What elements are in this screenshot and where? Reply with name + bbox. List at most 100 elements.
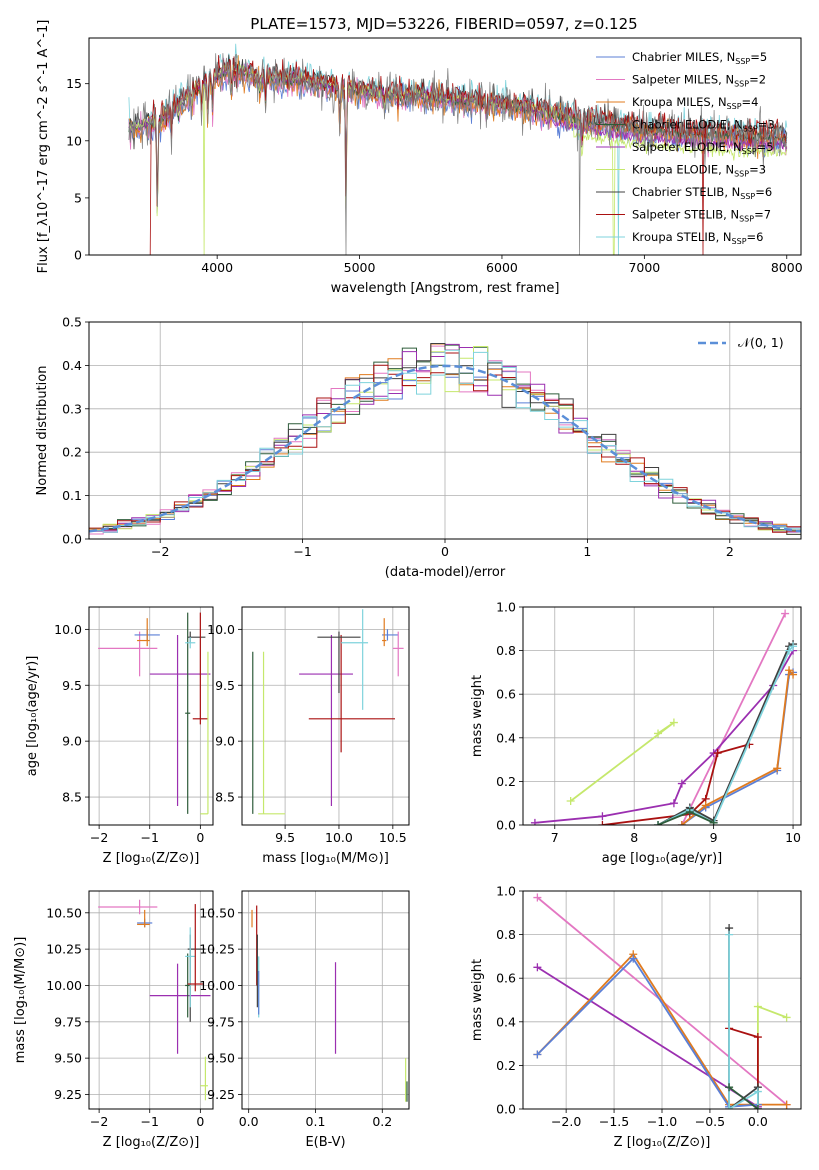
mass-weight-marker bbox=[566, 797, 575, 806]
legend-label: Salpeter MILES, NSSP=2 bbox=[632, 73, 766, 89]
mass-weight-marker bbox=[677, 779, 686, 788]
mass-weight-line bbox=[728, 928, 759, 1109]
y-tick-label: 10 bbox=[66, 133, 82, 148]
x-tick-label: −1.0 bbox=[647, 1114, 677, 1129]
y-tick-label: 0.0 bbox=[62, 532, 82, 547]
y-tick-label: 8.5 bbox=[62, 790, 82, 805]
y-tick-label: 0.6 bbox=[496, 687, 516, 702]
mass-weight-marker bbox=[753, 1105, 762, 1109]
y-tick-label: 0.1 bbox=[62, 488, 82, 503]
x-tick-label: 0.1 bbox=[306, 1114, 326, 1129]
x-tick-label: −1 bbox=[141, 1114, 159, 1129]
y-tick-label: 9.50 bbox=[54, 1051, 82, 1066]
legend-label: 𝒩(0, 1) bbox=[738, 335, 784, 350]
legend-label: Kroupa STELIB, NSSP=6 bbox=[632, 230, 763, 246]
y-tick-label: 9.5 bbox=[215, 678, 235, 693]
y-tick-label: 0.4 bbox=[496, 1014, 516, 1029]
plot-area bbox=[98, 899, 211, 1101]
x-axis-label: E(B-V) bbox=[305, 1135, 345, 1150]
x-tick-label: 8 bbox=[630, 830, 638, 845]
mass-weight-marker bbox=[753, 1087, 762, 1096]
y-axis-label: age [log₁₀(age/yr)] bbox=[25, 656, 40, 777]
x-tick-label: −2 bbox=[90, 1114, 108, 1129]
mass-weight-line bbox=[728, 1086, 759, 1109]
panel-residuals: −2 −1 0 1 2 0.0 0.1 0.2 0.3 0.4 0.5 (data-model)/er… bbox=[35, 315, 802, 580]
gaussian-line bbox=[89, 364, 801, 533]
y-tick-label: 9.25 bbox=[54, 1087, 82, 1102]
y-tick-label: 5 bbox=[74, 190, 82, 205]
x-axis-label: Z [log₁₀(Z/Z⊙)] bbox=[614, 1135, 711, 1150]
mass-weight-line bbox=[728, 934, 759, 1109]
y-tick-label: 0.3 bbox=[62, 401, 82, 416]
axes-frame bbox=[241, 606, 410, 826]
y-tick-label: 0.2 bbox=[62, 445, 82, 460]
mass-weight-marker bbox=[685, 807, 694, 816]
plot-area bbox=[533, 893, 791, 1109]
legend-label: Kroupa ELODIE, NSSP=3 bbox=[632, 163, 766, 179]
x-tick-label: 9.5 bbox=[275, 830, 295, 845]
x-tick-label: 0 bbox=[196, 1114, 204, 1129]
mass-weight-marker bbox=[533, 1050, 542, 1059]
panel-z-mass: −2 −1 0 9.25 9.50 9.75 10.00 10.25 10.50 Z [log₁₀… bbox=[13, 890, 214, 1150]
x-tick-label: 7 bbox=[551, 830, 559, 845]
mass-weight-marker bbox=[530, 818, 539, 825]
y-tick-label: 10.0 bbox=[207, 622, 235, 637]
plot-area bbox=[128, 43, 788, 255]
mass-weight-marker bbox=[725, 930, 734, 939]
mass-weight-marker bbox=[713, 749, 722, 758]
axes-frame bbox=[522, 606, 802, 826]
y-axis-label: Normed distribution bbox=[35, 366, 50, 496]
mass-weight-line bbox=[681, 671, 794, 825]
mass-weight-marker bbox=[773, 764, 782, 773]
mass-weight-marker bbox=[669, 718, 678, 727]
mass-weight-marker bbox=[533, 963, 542, 972]
x-tick-label: 0.2 bbox=[372, 1114, 392, 1129]
y-tick-label: 0.6 bbox=[496, 971, 516, 986]
mass-weight-marker bbox=[789, 670, 798, 679]
y-tick-label: 0.5 bbox=[62, 315, 82, 330]
y-tick-label: 9.5 bbox=[62, 678, 82, 693]
x-tick-label: −2 bbox=[151, 544, 169, 559]
mass-weight-marker bbox=[753, 1033, 762, 1042]
legend-label: Chabrier ELODIE, NSSP=3 bbox=[632, 118, 775, 134]
mass-weight-marker bbox=[533, 893, 542, 902]
x-axis-label: wavelength [Angstrom, rest frame] bbox=[331, 281, 560, 296]
x-tick-label: −1 bbox=[141, 830, 159, 845]
x-tick-label: 10.0 bbox=[325, 830, 353, 845]
y-tick-label: 0 bbox=[74, 248, 82, 263]
mass-weight-marker bbox=[785, 646, 794, 655]
panel-mass-age: 9.5 10.0 10.5 8.5 9.0 9.5 10.0 mass [log₁₀(M/M⊙… bbox=[207, 606, 410, 866]
panel-age-massweight: 7 8 9 10 0.0 0.2 0.4 0.6 0.8 1.0 age [log₁₀(age/yr… bbox=[470, 600, 802, 866]
x-tick-label: 9 bbox=[710, 830, 718, 845]
legend: Chabrier MILES, NSSP=5 Salpeter MILES, NS… bbox=[596, 50, 775, 246]
mass-weight-marker bbox=[725, 1083, 734, 1092]
axes-frame bbox=[88, 606, 214, 826]
mass-weight-marker bbox=[677, 821, 686, 825]
axes-frame bbox=[241, 890, 410, 1110]
x-tick-label: 1 bbox=[583, 544, 591, 559]
mass-weight-line bbox=[536, 966, 759, 1108]
y-tick-label: 0.2 bbox=[496, 774, 516, 789]
y-tick-label: 10.50 bbox=[199, 905, 235, 920]
y-tick-label: 0.4 bbox=[62, 358, 82, 373]
y-axis-label: mass weight bbox=[470, 959, 485, 1041]
x-tick-label: 0 bbox=[441, 544, 449, 559]
mass-weight-marker bbox=[598, 812, 607, 821]
x-tick-label: 0 bbox=[196, 830, 204, 845]
x-tick-label: 8000 bbox=[771, 260, 803, 275]
y-tick-label: 9.0 bbox=[215, 734, 235, 749]
x-tick-label: 10 bbox=[785, 830, 801, 845]
mass-weight-marker bbox=[654, 821, 663, 825]
x-tick-label: 0.0 bbox=[239, 1114, 259, 1129]
y-tick-label: 15 bbox=[66, 76, 82, 91]
mass-weight-marker bbox=[789, 642, 798, 651]
figure-title: PLATE=1573, MJD=53226, FIBERID=0597, z=0… bbox=[250, 15, 637, 33]
axes-frame bbox=[88, 890, 214, 1110]
mass-weight-marker bbox=[782, 1013, 791, 1022]
legend-label: Chabrier MILES, NSSP=5 bbox=[632, 50, 767, 66]
y-tick-label: 10.25 bbox=[46, 942, 82, 957]
plot-area bbox=[530, 609, 798, 825]
y-tick-label: 0.8 bbox=[496, 927, 516, 942]
panel-ebv-mass: 0.0 0.1 0.2 9.25 9.50 9.75 10.00 10.25 10.50 E(B-… bbox=[199, 890, 410, 1150]
x-tick-label: −1.5 bbox=[599, 1114, 629, 1129]
